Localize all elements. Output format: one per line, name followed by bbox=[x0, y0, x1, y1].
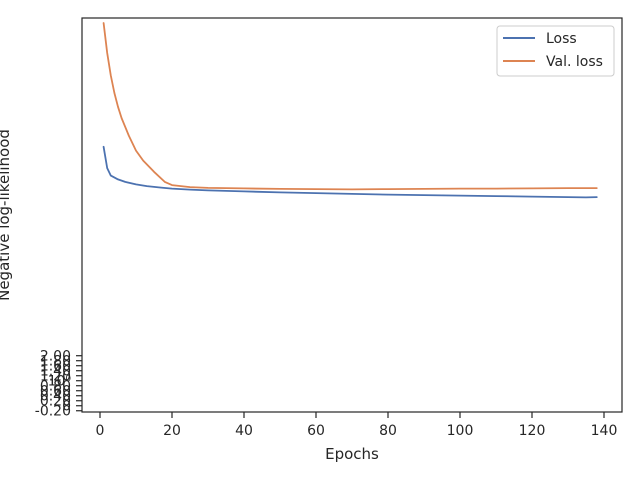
x-tick-label: 60 bbox=[307, 423, 325, 439]
y-tick-label: 0.20 bbox=[40, 394, 71, 410]
y-tick-label: 2.00 bbox=[40, 349, 71, 365]
ticks-layer: 0 20 40 60 80 100 120 140-0.2000.200.400.600.80… bbox=[35, 349, 618, 439]
y-tick-label: 1.80 bbox=[40, 354, 71, 370]
x-tick-label: 20 bbox=[163, 423, 181, 439]
y-tick-label: 0.80 bbox=[40, 379, 71, 395]
y-tick-label: -0.20 bbox=[35, 404, 71, 420]
x-tick-label: 0 bbox=[96, 423, 105, 439]
legend-label-val-loss: Val. loss bbox=[546, 54, 603, 70]
legend-label-loss: Loss bbox=[546, 31, 577, 47]
x-axis-label: Epochs bbox=[325, 445, 379, 463]
y-tick-label: 1.40 bbox=[40, 364, 71, 380]
y-tick-label: 10⁰ bbox=[48, 374, 72, 390]
lines-layer bbox=[102, 22, 598, 199]
x-tick-label: 40 bbox=[235, 423, 253, 439]
x-tick-label: 100 bbox=[447, 423, 474, 439]
y-tick-label: 0 bbox=[62, 399, 71, 415]
legend: Loss Val. loss bbox=[496, 25, 615, 77]
x-tick-label: 120 bbox=[519, 423, 546, 439]
x-tick-label: 80 bbox=[379, 423, 397, 439]
y-tick-label: 0.60 bbox=[40, 384, 71, 400]
y-axis-label: Negative log-likelihood bbox=[0, 129, 13, 301]
series-line-loss bbox=[102, 145, 598, 199]
y-tick-label: 0.40 bbox=[40, 389, 71, 405]
y-tick-label: 1.20 bbox=[40, 369, 71, 385]
x-tick-label: 140 bbox=[591, 423, 618, 439]
plot-frame bbox=[81, 17, 623, 413]
series-line-val-loss bbox=[102, 22, 598, 191]
y-tick-label: 1.60 bbox=[40, 359, 71, 375]
